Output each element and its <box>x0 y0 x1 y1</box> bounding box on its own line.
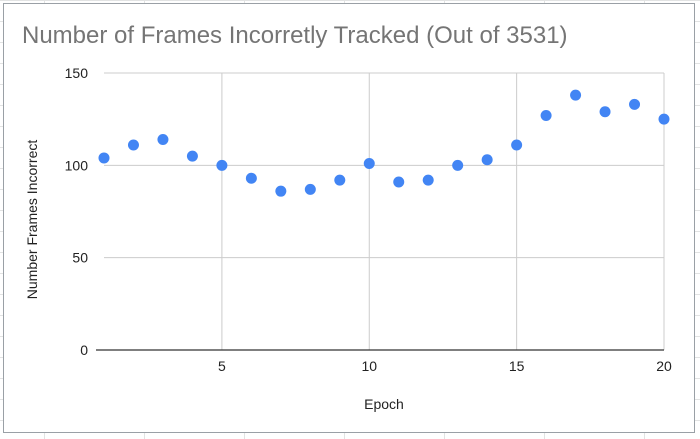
chart-container[interactable] <box>3 3 695 433</box>
grid-lines <box>104 72 665 350</box>
data-point <box>304 183 316 195</box>
y-tick-label: 100 <box>65 157 89 173</box>
data-point <box>629 98 641 110</box>
data-point <box>511 139 523 151</box>
data-point <box>157 133 169 145</box>
x-axis-title: Epoch <box>364 396 404 412</box>
data-point <box>393 176 405 188</box>
data-point <box>540 109 552 121</box>
chart-title: Number of Frames Incorretly Tracked (Out… <box>22 22 568 49</box>
y-tick-label: 0 <box>80 342 88 358</box>
x-tick-label: 10 <box>361 358 377 374</box>
x-tick-label: 5 <box>218 358 226 374</box>
data-point <box>570 89 582 101</box>
data-point <box>334 174 346 186</box>
data-point <box>98 152 110 164</box>
data-point <box>363 157 375 169</box>
data-point <box>658 113 670 125</box>
y-axis-title: Number Frames Incorrect <box>24 140 40 300</box>
data-point <box>422 174 434 186</box>
x-tick-label: 15 <box>509 358 525 374</box>
data-point <box>216 159 228 171</box>
data-point <box>599 106 611 118</box>
y-tick-label: 150 <box>65 65 89 81</box>
x-tick-label: 20 <box>656 358 672 374</box>
data-point <box>127 139 139 151</box>
data-point <box>481 154 493 166</box>
data-point <box>275 185 287 197</box>
y-tick-label: 50 <box>72 250 88 266</box>
tick-labels: 0 50 100 150 5 10 15 20 <box>65 65 672 374</box>
data-point <box>245 172 257 184</box>
data-points <box>98 89 670 197</box>
data-point <box>452 159 464 171</box>
data-point <box>186 150 198 162</box>
